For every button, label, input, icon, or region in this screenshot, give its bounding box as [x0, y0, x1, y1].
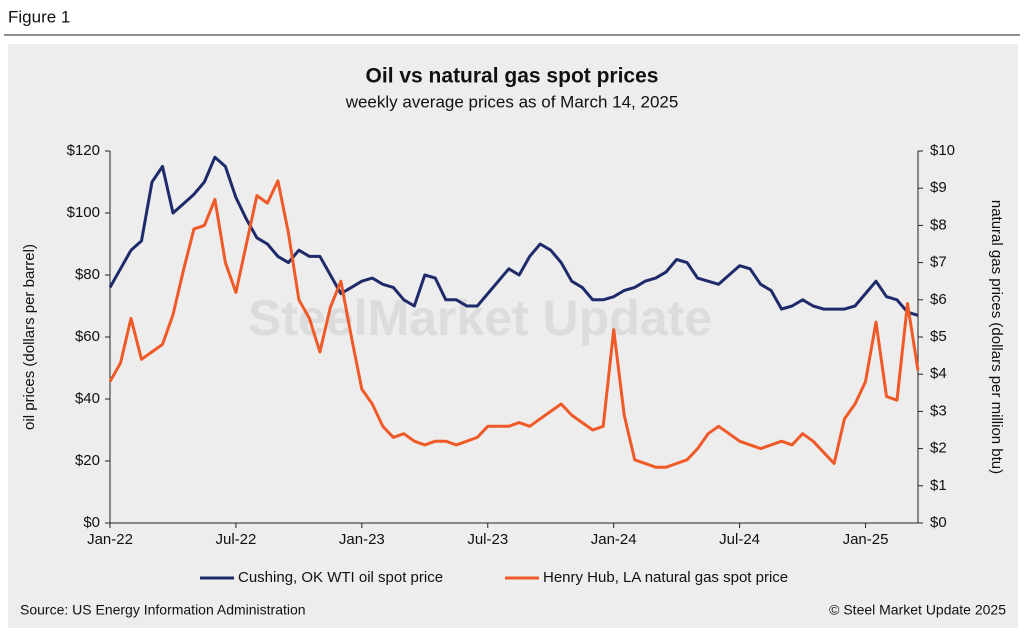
y-tick-label: $80 [75, 266, 100, 283]
watermark: SteelMarket Update [248, 290, 712, 346]
y2-tick-label: $6 [930, 291, 947, 308]
y2-tick-label: $0 [930, 514, 947, 531]
legend-label: Henry Hub, LA natural gas spot price [543, 569, 788, 586]
series-line [108, 155, 919, 317]
y2-axis-label: natural gas prices (dollars per million … [988, 200, 1005, 474]
x-tick-label: Jan-22 [87, 531, 133, 548]
y-tick-label: $40 [75, 390, 100, 407]
y2-tick-label: $10 [930, 142, 955, 159]
copyright: © Steel Market Update 2025 [829, 602, 1006, 618]
x-tick-label: Jul-22 [215, 531, 256, 548]
y2-tick-label: $8 [930, 216, 947, 233]
chart-subtitle: weekly average prices as of March 14, 20… [345, 92, 679, 111]
series-line [108, 179, 920, 469]
y-tick-label: $60 [75, 328, 100, 345]
y-tick-label: $120 [67, 142, 100, 159]
y2-tick-label: $7 [930, 254, 947, 271]
x-tick-label: Jan-25 [843, 531, 889, 548]
panel [8, 44, 1018, 628]
x-tick-label: Jul-24 [719, 531, 760, 548]
y2-tick-label: $4 [930, 365, 947, 382]
y2-tick-label: $2 [930, 440, 947, 457]
x-tick-label: Jan-24 [591, 531, 637, 548]
source: Source: US Energy Information Administra… [20, 602, 306, 618]
y-tick-label: $100 [67, 204, 100, 221]
y-tick-label: $20 [75, 452, 100, 469]
figure-label: Figure 1 [8, 7, 70, 26]
y2-tick-label: $9 [930, 179, 947, 196]
y2-tick-label: $1 [930, 477, 947, 494]
y-axis-label: oil prices (dollars per barrel) [21, 244, 38, 430]
y2-tick-label: $5 [930, 328, 947, 345]
y-tick-label: $0 [83, 514, 100, 531]
y2-tick-label: $3 [930, 402, 947, 419]
legend-label: Cushing, OK WTI oil spot price [238, 569, 443, 586]
x-tick-label: Jul-23 [467, 531, 508, 548]
chart-title: Oil vs natural gas spot prices [366, 65, 659, 88]
x-tick-label: Jan-23 [339, 531, 385, 548]
